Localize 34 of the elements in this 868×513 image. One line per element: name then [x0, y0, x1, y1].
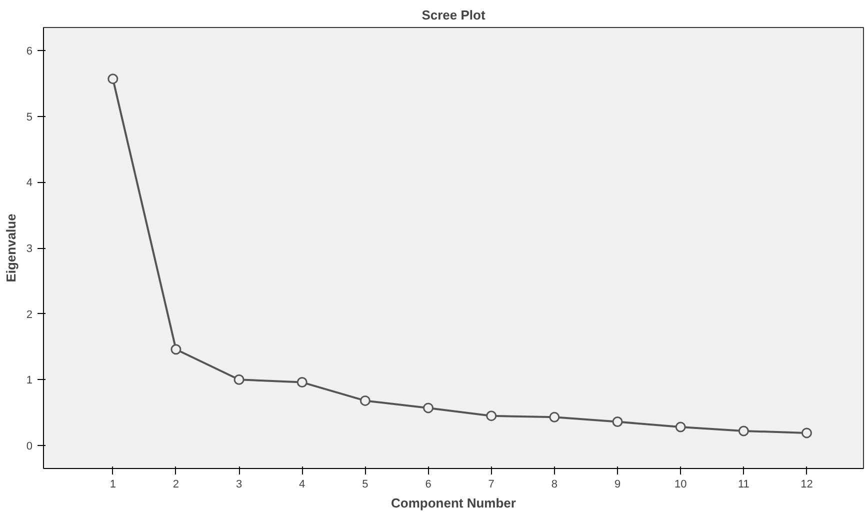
point: [234, 374, 244, 385]
point: [675, 422, 686, 432]
y-axis-title: Eigenvalue: [3, 214, 18, 282]
point: [360, 395, 370, 406]
y-tick-label: 3: [26, 243, 33, 255]
y-tick-label: 2: [26, 308, 33, 321]
x-tick-label: 12: [800, 478, 813, 490]
x-tick-label: 10: [674, 478, 687, 490]
x-tick-label: 8: [551, 478, 558, 490]
x-tick-label: 7: [488, 478, 494, 490]
x-tick-label: 2: [172, 478, 180, 490]
point: [486, 410, 497, 422]
y-tick-label: 4: [26, 177, 33, 190]
point: [170, 344, 182, 355]
point: [423, 402, 434, 414]
y-tick-label: 6: [26, 46, 33, 58]
point: [738, 426, 749, 436]
y-tick-label: 0: [26, 440, 33, 452]
x-tick-label: 4: [299, 478, 306, 490]
x-tick-label: 9: [614, 478, 621, 490]
point: [108, 74, 118, 84]
x-tick-label: 3: [236, 478, 242, 490]
y-tick-label: 1: [26, 374, 33, 387]
x-tick-label: 1: [110, 478, 116, 490]
y-tick-label: 5: [26, 111, 33, 124]
x-tick-label: 5: [362, 478, 368, 490]
point: [801, 428, 812, 438]
point: [549, 412, 560, 422]
x-tick-label: 11: [738, 478, 750, 490]
chart-title: Scree Plot: [422, 8, 486, 22]
x-tick-label: 6: [425, 478, 432, 490]
point: [612, 416, 623, 428]
x-axis-title: Component Number: [391, 496, 516, 510]
point: [296, 377, 308, 388]
